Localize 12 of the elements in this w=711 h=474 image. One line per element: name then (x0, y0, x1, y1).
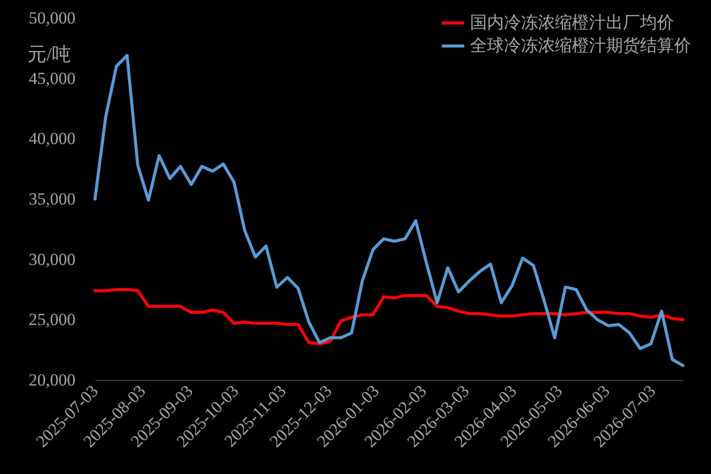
y-tick-label: 45,000 (28, 68, 76, 88)
y-axis-title: 元/吨 (28, 44, 71, 66)
y-tick-label: 20,000 (28, 370, 76, 390)
y-tick-label: 50,000 (28, 8, 76, 28)
y-tick-label: 25,000 (28, 310, 76, 330)
line-series (94, 54, 684, 368)
y-tick-label: 30,000 (28, 250, 76, 269)
y-tick-label: 35,000 (28, 190, 76, 208)
legend-label: 国内冷冻浓缩橙汁出厂均价 (470, 13, 674, 32)
y-tick-label: 40,000 (28, 129, 76, 148)
legend-label: 全球冷冻浓缩橙汁期货结算价 (470, 36, 691, 55)
line-series (94, 288, 684, 346)
